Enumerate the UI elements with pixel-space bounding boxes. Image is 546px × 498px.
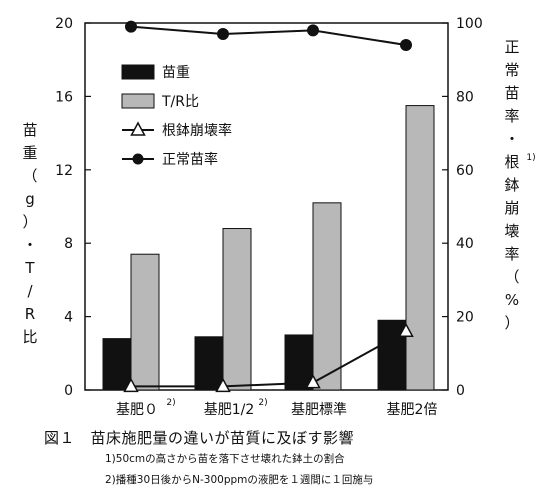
right-axis-label-char: 常 bbox=[504, 61, 519, 79]
legend-marker-circle bbox=[132, 153, 144, 165]
right-axis-label-char: （ bbox=[504, 268, 519, 286]
right-tick-label: 60 bbox=[456, 163, 474, 179]
right-axis-label-char: 根 bbox=[504, 153, 519, 171]
right-axis-label-char: ・ bbox=[504, 130, 519, 148]
left-axis-ticks: 0 4 8 12 16 20 bbox=[55, 16, 91, 399]
line-rootball-collapse bbox=[131, 330, 407, 388]
category-label: 基肥標準 bbox=[291, 401, 347, 418]
bars bbox=[102, 105, 435, 391]
left-axis-label-char: / bbox=[27, 282, 33, 300]
right-axis-ticks: 0 20 40 60 80 100 bbox=[442, 16, 483, 399]
line-normal-seedling bbox=[130, 25, 407, 47]
legend-swatch bbox=[121, 93, 155, 109]
right-axis-superscript: 1) bbox=[526, 153, 535, 163]
footnote-2: 2)播種30日後からN-300ppmの液肥を１週間に１回施与 bbox=[105, 474, 374, 486]
category-label: 基肥０ bbox=[116, 401, 158, 418]
bar-tr-ratio bbox=[312, 202, 342, 391]
bar-tr-ratio bbox=[222, 228, 252, 391]
right-tick-label: 0 bbox=[456, 383, 465, 399]
left-tick-label: 0 bbox=[64, 383, 73, 399]
right-axis-label-char: 苗 bbox=[504, 84, 519, 102]
right-tick-label: 100 bbox=[456, 16, 483, 32]
marker-triangle bbox=[398, 322, 414, 338]
category-superscript: 2) bbox=[258, 398, 267, 408]
left-axis-label-char: ・ bbox=[22, 236, 37, 254]
right-axis-label-char: ） bbox=[504, 314, 519, 332]
bar-tr-ratio bbox=[130, 253, 160, 391]
figure-caption: 図１ 苗床施肥量の違いが苗質に及ぼす影響 bbox=[44, 429, 355, 447]
left-tick-label: 4 bbox=[64, 310, 73, 326]
left-axis-label-char: R bbox=[25, 305, 35, 323]
marker-circle bbox=[125, 20, 137, 33]
right-axis-label-char: 率 bbox=[504, 245, 519, 263]
right-tick-label: 80 bbox=[456, 89, 474, 105]
category-labels: 基肥０ 2) 基肥1/2 2) 基肥標準 基肥2倍 bbox=[116, 398, 437, 418]
marker-triangle bbox=[215, 377, 231, 393]
left-tick-label: 20 bbox=[55, 16, 73, 32]
marker-circle bbox=[217, 28, 229, 41]
marker-triangle bbox=[123, 377, 139, 393]
bar-seedling-weight bbox=[194, 336, 224, 391]
left-axis-label: 苗重 （ g ） ・ T / R比 bbox=[22, 121, 37, 346]
bar-tr-ratio bbox=[405, 105, 435, 391]
category-label: 基肥1/2 bbox=[204, 401, 255, 418]
right-axis-label-char: 壊 bbox=[504, 222, 519, 240]
right-axis-label: 正常苗率・根鉢崩壊率（%）1) bbox=[504, 38, 535, 332]
legend-swatch bbox=[121, 64, 155, 80]
left-axis-label-char: g bbox=[25, 190, 35, 208]
right-axis-label-char: 鉢 bbox=[504, 176, 519, 194]
marker-triangle bbox=[305, 374, 321, 389]
left-axis-label-char: 重 bbox=[22, 144, 37, 162]
left-axis-label-char: 比 bbox=[22, 328, 37, 346]
left-axis-label-char: （ bbox=[22, 167, 37, 185]
right-axis-label-char: 率 bbox=[504, 107, 519, 125]
right-axis-label-char: % bbox=[505, 291, 519, 309]
legend-label: T/R比 bbox=[161, 94, 199, 110]
legend-label: 正常苗率 bbox=[162, 151, 218, 168]
legend-label: 苗重 bbox=[162, 65, 190, 81]
plot-frame bbox=[84, 22, 449, 391]
left-tick-label: 8 bbox=[64, 236, 73, 252]
legend-marker-triangle bbox=[130, 121, 146, 136]
legend-label: 根鉢崩壊率 bbox=[162, 122, 232, 139]
footnote-1: 1)50cmの高さから苗を落下させ壊れた鉢土の割合 bbox=[105, 453, 345, 465]
left-tick-label: 16 bbox=[55, 89, 73, 105]
left-axis-label-char: T bbox=[24, 259, 35, 277]
left-tick-label: 12 bbox=[55, 163, 73, 179]
right-tick-label: 40 bbox=[456, 236, 474, 252]
category-superscript: 2) bbox=[166, 398, 175, 408]
right-axis-label-char: 正 bbox=[504, 38, 519, 56]
marker-circle bbox=[307, 24, 319, 37]
bar-seedling-weight bbox=[284, 334, 314, 391]
category-label: 基肥2倍 bbox=[387, 401, 438, 418]
right-axis-label-char: 崩 bbox=[504, 199, 519, 217]
left-axis-label-char: ） bbox=[22, 213, 37, 231]
lines bbox=[123, 20, 414, 393]
left-axis-label-char: 苗 bbox=[22, 121, 37, 139]
right-tick-label: 20 bbox=[456, 310, 474, 326]
marker-circle bbox=[400, 39, 412, 52]
bar-seedling-weight bbox=[102, 338, 132, 391]
